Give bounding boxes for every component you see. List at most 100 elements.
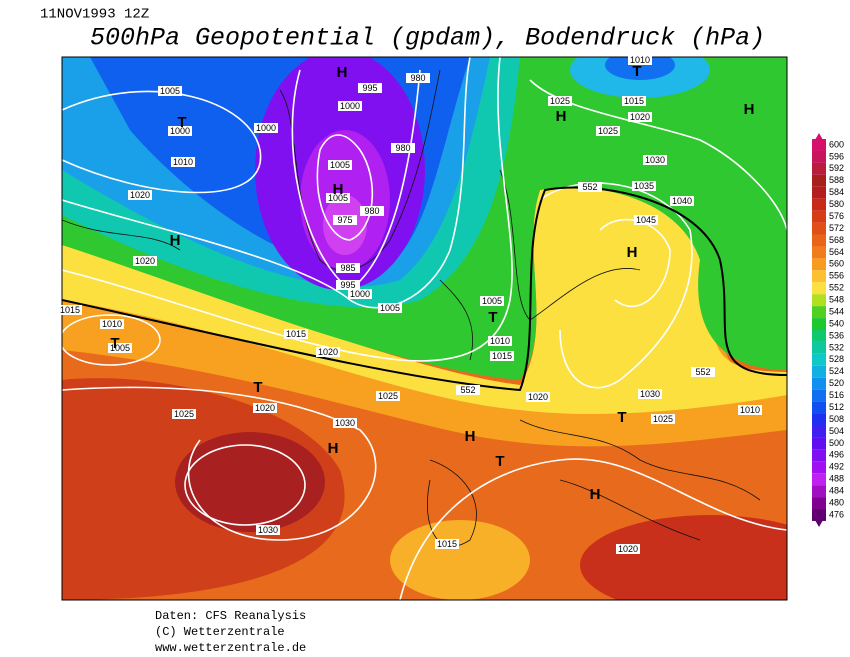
pressure-center: H [627,244,638,261]
label-bg [488,336,512,346]
label-bg [456,385,480,395]
source: Daten: CFS Reanalysis [155,609,306,623]
label-bg [406,73,430,83]
isobar-label: 1000 [256,123,276,133]
isobar-label: 1020 [618,544,638,554]
label-bg [480,296,504,306]
isobar-label: 1010 [173,157,193,167]
isobar-label: 1030 [640,389,660,399]
label-bg [171,157,195,167]
colorbar-swatch [812,389,826,402]
colorbar-swatch [812,306,826,319]
colorbar-swatch [812,150,826,163]
isobar-label: 1010 [630,55,650,65]
label-bg [616,544,640,554]
isobar-label: 1000 [170,126,190,136]
label-bg [348,289,372,299]
colorbar-swatch [812,353,826,366]
colorbar-swatch [812,258,826,271]
label-bg [100,319,124,329]
label-bg [435,539,459,549]
colorbar-label: 480 [829,497,844,507]
colorbar-label: 508 [829,414,844,424]
label-bg [378,303,402,313]
label-bg [336,280,360,290]
colorbar-label: 596 [829,151,844,161]
pressure-center: H [465,428,476,445]
isobar-label: 1025 [174,409,194,419]
colorbar-swatch [812,139,826,151]
colorbar-label: 524 [829,366,844,376]
colorbar-swatch [812,401,826,414]
colorbar-label: 516 [829,390,844,400]
colorbar-swatch [812,330,826,342]
colorbar-label: 548 [829,295,844,305]
label-bg [333,418,357,428]
colorbar-swatch [812,461,826,474]
colorbar-swatch [812,234,826,247]
isobar-label: 995 [340,280,355,290]
colorbar-swatch [812,222,826,235]
colorbar-label: 488 [829,474,844,484]
colorbar-swatch [812,473,826,486]
colorbar-label: 500 [829,438,844,448]
pressure-center: H [556,108,567,125]
colorbar-label: 560 [829,259,844,269]
colorbar-label: 572 [829,223,844,233]
colorbar-label: 580 [829,199,844,209]
colorbar-swatch [812,246,826,259]
pressure-center: H [328,440,339,457]
pressure-center: T [488,309,497,326]
colorbar-label: 544 [829,306,844,316]
label-bg [172,409,196,419]
isobar-label: 1020 [130,190,150,200]
isobar-label: 1010 [490,336,510,346]
pressure-center: T [632,63,641,80]
isobar-label: 1015 [492,351,512,361]
isobar-label: 980 [395,143,410,153]
colorbar-label: 536 [829,330,844,340]
isobar-label: 1025 [653,414,673,424]
url: www.wetterzentrale.de [155,641,306,655]
label-bg [284,329,308,339]
isobar-label: 1010 [740,405,760,415]
colorbar-label: 556 [829,271,844,281]
colorbar-label: 592 [829,163,844,173]
isobar-label: 1035 [634,181,654,191]
colorbar-label: 484 [829,486,844,496]
isobar-label: 1010 [102,319,122,329]
isobar-label: 1000 [350,289,370,299]
copyright: (C) Wetterzentrale [155,625,285,639]
label-bg [643,155,667,165]
isobar-label: 1015 [437,539,457,549]
isobar-label: 1020 [135,256,155,266]
isobar-label: 980 [364,206,379,216]
label-bg [651,414,675,424]
label-bg [336,263,360,273]
isobar-label: 985 [340,263,355,273]
label-bg [358,83,382,93]
colorbar-label: 576 [829,211,844,221]
label-bg [578,182,602,192]
colorbar-label: 584 [829,187,844,197]
isobar-label: 1025 [598,126,618,136]
colorbar-swatch [812,294,826,307]
colorbar-label: 504 [829,426,844,436]
label-bg [738,405,762,415]
isobar-label: 1045 [636,215,656,225]
colorbar-swatch [812,413,826,426]
isobar-label: 1030 [645,155,665,165]
label-bg [596,126,620,136]
label-bg [256,525,280,535]
colorbar-swatch [812,377,826,390]
isobar-label: 1020 [255,403,275,413]
label-bg [133,256,157,266]
pressure-center: T [110,335,119,352]
isobar-label: 552 [695,367,710,377]
colorbar-label: 564 [829,247,844,257]
label-bg [628,55,652,65]
pressure-center: H [337,64,348,81]
label-bg [670,196,694,206]
colorbar-swatch [812,365,826,378]
colorbar-swatch [812,186,826,199]
